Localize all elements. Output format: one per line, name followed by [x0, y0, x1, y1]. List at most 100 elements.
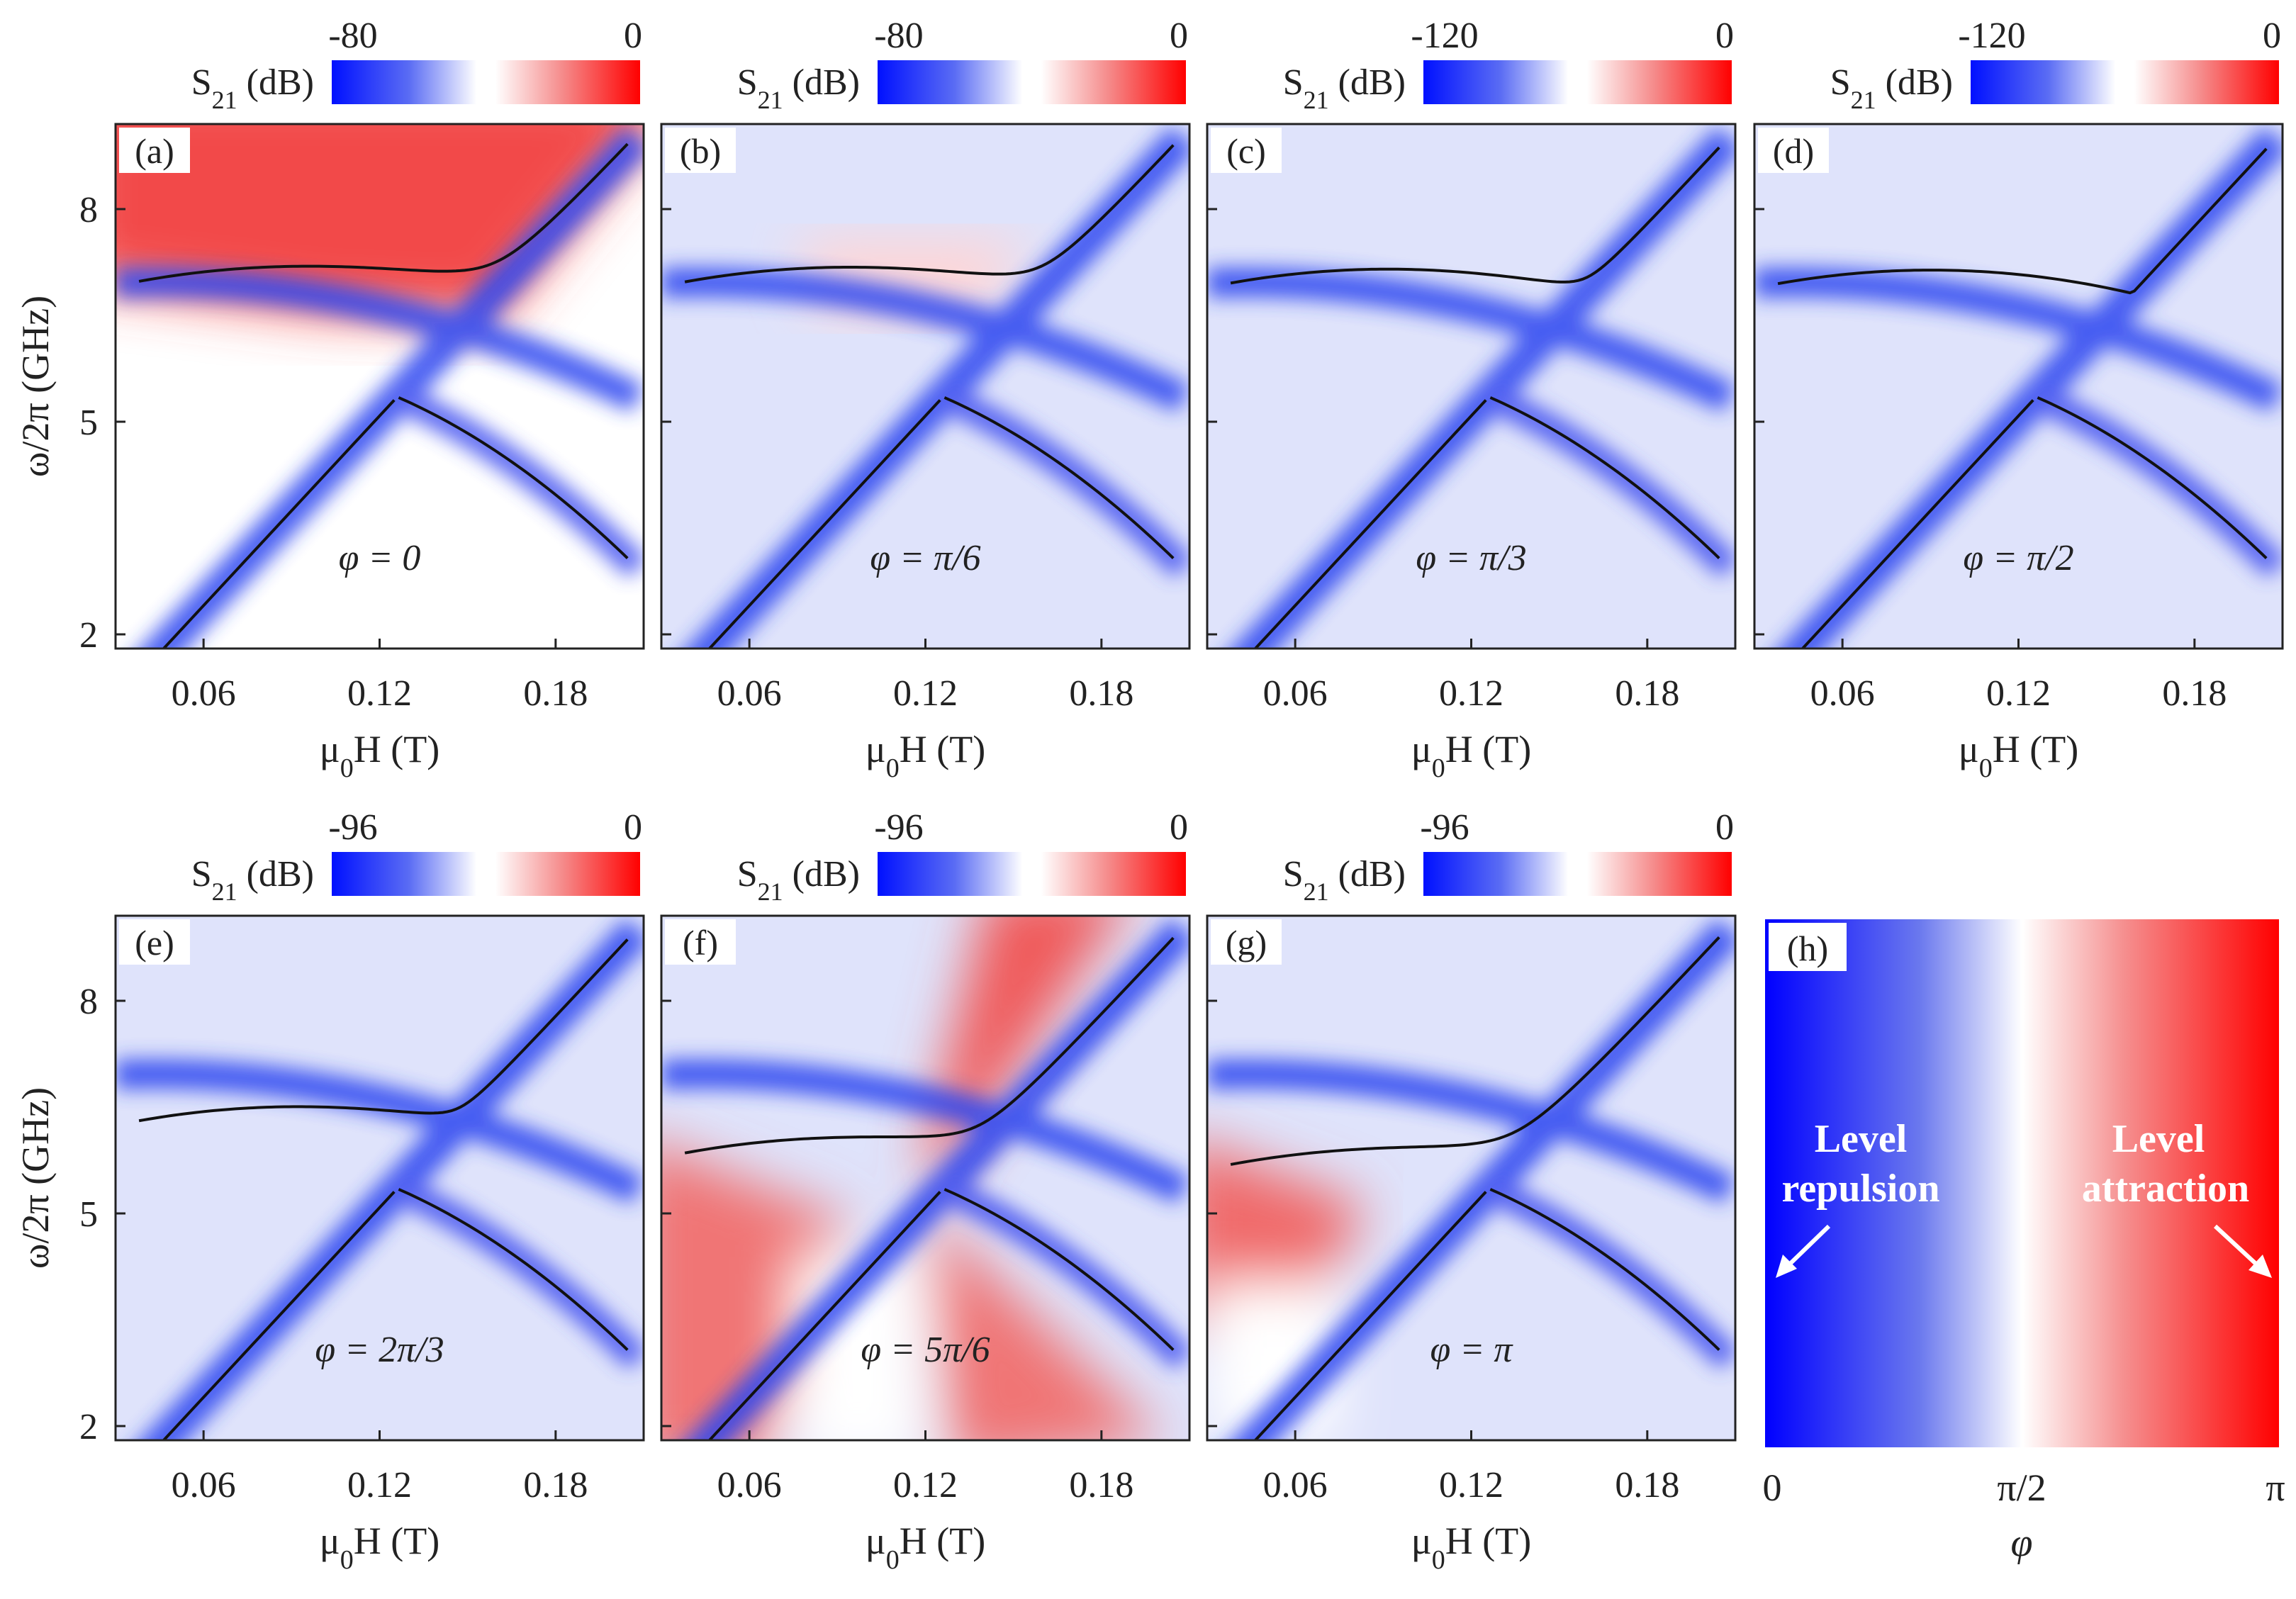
attraction-arrowhead: [2249, 1255, 2272, 1278]
colorbar: [1423, 60, 1732, 104]
upper-branch: [684, 936, 1175, 1155]
panel-d: (d) φ = π/2 0.06 0.12 0.18 μ0H (T) -120 0 S21 (d…: [1753, 16, 2284, 783]
colorbar-title: S21 (dB): [1830, 62, 1953, 114]
xtick-label: 0.06: [1810, 673, 1875, 714]
lower-branch-rising: [162, 1191, 396, 1440]
panel-f: (f) φ = 5π/6 0.06 0.12 0.18 μ0H (T) -96 0 S21 (d…: [660, 807, 1191, 1575]
colorbar-min-label: -80: [874, 16, 923, 56]
colorbar-max-label: 0: [1170, 16, 1188, 56]
red-region-left: [1207, 1146, 1366, 1328]
phase-gradient-bar: [1765, 919, 2279, 1447]
colorbar-title: S21 (dB): [737, 854, 860, 906]
panel-label: (e): [135, 923, 174, 963]
panel-label: (d): [1773, 131, 1814, 171]
xtick-label: 0.18: [2162, 673, 2227, 714]
colorbar: [878, 852, 1186, 896]
panel-label: (g): [1226, 923, 1267, 963]
xtick-label: 0.18: [523, 673, 588, 714]
cavity-band: [661, 1059, 1189, 1204]
x-axis-label: μ0H (T): [1411, 1520, 1531, 1575]
colorbar-min-label: -96: [1420, 807, 1469, 848]
panel-label-box: [1758, 128, 1829, 173]
colorbar-max-label: 0: [624, 807, 642, 848]
ytick-label: 5: [79, 403, 98, 443]
xtick-label: 0.18: [1615, 1465, 1679, 1505]
phase-axis-label: φ: [2011, 1521, 2033, 1565]
x-axis-label: μ0H (T): [1959, 728, 2078, 783]
y-axis-label: ω/2π (GHz): [14, 296, 57, 477]
heatmap: [661, 916, 1189, 1440]
lower-branch-falling: [943, 1188, 1175, 1352]
xtick-label: 0.06: [172, 1465, 236, 1505]
heatmap: [1207, 124, 1735, 649]
colorbar-title: S21 (dB): [191, 62, 314, 114]
heatmap-glow: [661, 916, 1163, 1440]
cavity-band: [116, 1059, 644, 1204]
colorbar-max-label: 0: [2263, 16, 2281, 56]
colorbar: [332, 852, 640, 896]
panel-a: (a) φ = 0 0.06 0.12 0.18 2 5 8 μ0H (T) ω/2π (GHz)…: [14, 16, 645, 783]
x-axis-label: μ0H (T): [866, 1520, 985, 1575]
colorbar: [1423, 852, 1732, 896]
phi-annotation: φ = π/3: [1416, 538, 1526, 578]
lower-branch-rising: [1253, 399, 1487, 649]
lower-branch-falling: [943, 396, 1175, 560]
panel-h: (h) Level repulsion Level attraction 0 π…: [1763, 919, 2285, 1565]
phase-tick-0: 0: [1763, 1466, 1782, 1509]
xtick-label: 0.18: [1069, 673, 1133, 714]
red-region-lower: [925, 1209, 1163, 1440]
xtick-label: 0.12: [347, 673, 412, 714]
ytick-label: 2: [79, 1407, 98, 1447]
lower-branch-rising: [1801, 399, 2034, 649]
panel-b: (b) φ = π/6 0.06 0.12 0.18 μ0H (T) -80 0 S21 (dB…: [660, 16, 1191, 783]
phi-annotation: φ = 2π/3: [315, 1330, 444, 1370]
level-repulsion-line1: Level: [1815, 1117, 1908, 1161]
panel-g: (g) φ = π 0.06 0.12 0.18 μ0H (T) -96 0 S21 (dB): [1206, 807, 1737, 1575]
y-axis-label: ω/2π (GHz): [14, 1087, 57, 1269]
panel-label-box: [665, 128, 736, 173]
eigenmode-curves: [138, 938, 629, 1440]
colorbar-min-label: -96: [328, 807, 377, 848]
panel-e: (e) φ = 2π/3 0.06 0.12 0.18 2 5 8 μ0H (T) ω/2π (G…: [14, 807, 645, 1575]
cavity-band: [661, 267, 1189, 413]
upper-branch: [1230, 146, 1720, 285]
phase-tick-pi: π: [2266, 1466, 2285, 1509]
xtick-label: 0.18: [1069, 1465, 1133, 1505]
colorbar: [332, 60, 640, 104]
colorbar-min-label: -80: [328, 16, 377, 56]
heatmap: [1754, 124, 2283, 649]
upper-branch: [138, 142, 629, 283]
xtick-label: 0.12: [893, 673, 958, 714]
x-axis-label: μ0H (T): [320, 1520, 439, 1575]
phi-annotation: φ = 5π/6: [861, 1330, 990, 1370]
ytick-label: 8: [79, 982, 98, 1022]
eigenmode-curves: [1230, 936, 1720, 1440]
phase-tick-pi-half: π/2: [1997, 1466, 2046, 1509]
lower-branch-rising: [707, 399, 941, 649]
upper-branch: [684, 144, 1175, 284]
cavity-band: [116, 267, 644, 413]
upper-branch: [1777, 147, 2268, 295]
upper-branch: [1230, 936, 1720, 1166]
colorbar-title: S21 (dB): [1283, 62, 1406, 114]
xtick-label: 0.18: [1615, 673, 1679, 714]
xtick-label: 0.06: [1263, 1465, 1328, 1505]
xtick-label: 0.12: [347, 1465, 412, 1505]
colorbar-max-label: 0: [1715, 807, 1734, 848]
ytick-label: 2: [79, 615, 98, 656]
colorbar-min-label: -120: [1958, 16, 2025, 56]
upper-branch: [138, 938, 629, 1123]
attraction-arrow: [2213, 1224, 2263, 1271]
lower-branch-rising: [1253, 1191, 1487, 1440]
cavity-band: [1207, 267, 1735, 413]
panel-label: (a): [135, 131, 174, 171]
eigenmode-curves: [684, 936, 1175, 1440]
xtick-label: 0.12: [1439, 1465, 1503, 1505]
xtick-label: 0.12: [893, 1465, 958, 1505]
phi-annotation: φ = π/2: [1963, 538, 2073, 578]
xtick-label: 0.06: [172, 673, 236, 714]
heatmap: [116, 124, 644, 649]
panel-label-box: [1211, 128, 1282, 173]
repulsion-arrow: [1783, 1224, 1831, 1271]
